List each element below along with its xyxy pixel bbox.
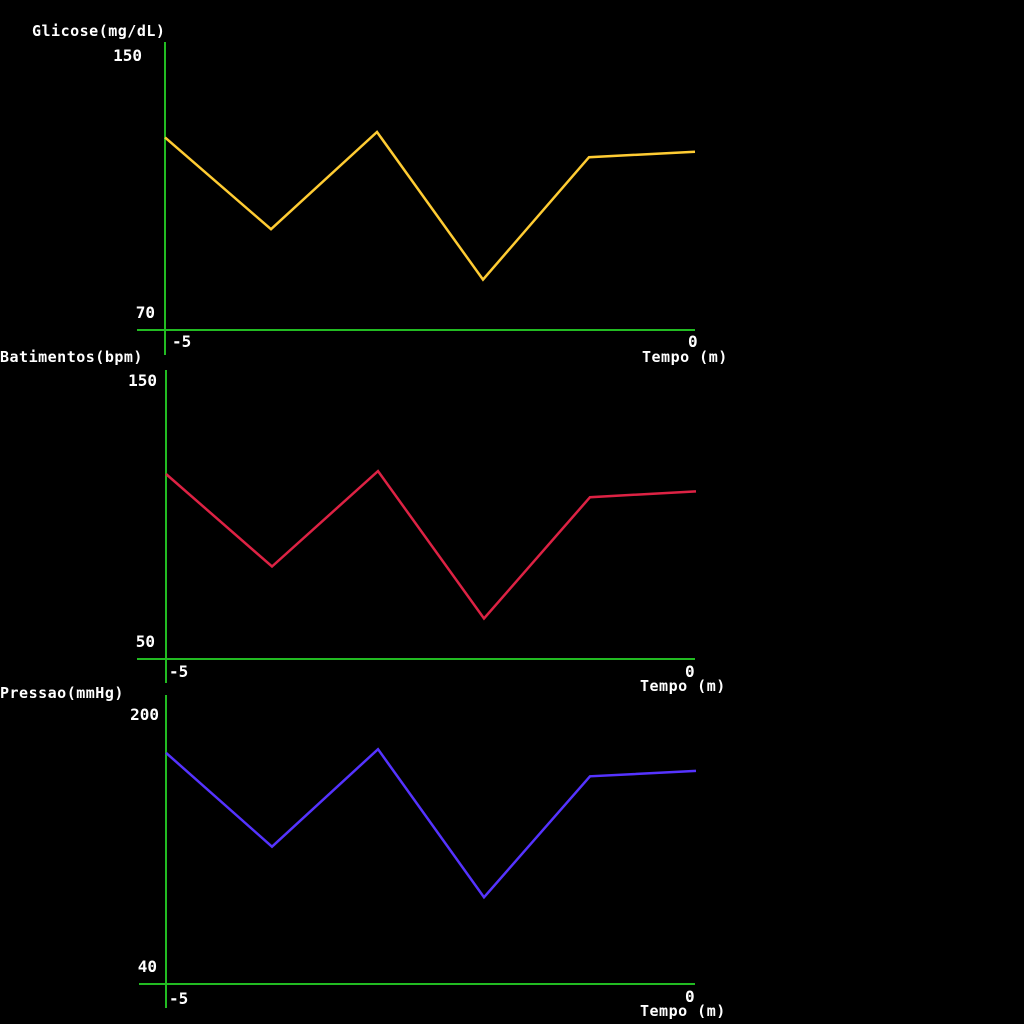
- x-axis-label: Tempo (m): [640, 1002, 726, 1020]
- x-tick-label-end: 0: [685, 662, 695, 681]
- y-tick-label-max: 150: [113, 46, 142, 65]
- x-tick-label-start: -5: [169, 989, 188, 1008]
- y-tick-label-min: 40: [138, 957, 157, 976]
- x-axis-label: Tempo (m): [642, 348, 728, 366]
- series-line-batimentos: [165, 469, 697, 621]
- chart-panel-pressao: Pressao(mmHg) 200 40 -5 0 Tempo (m): [0, 684, 726, 1020]
- y-tick-label-min: 50: [136, 632, 155, 651]
- x-axis-label: Tempo (m): [640, 677, 726, 695]
- y-axis-label: Batimentos(bpm): [0, 348, 143, 366]
- x-tick-label-end: 0: [688, 332, 698, 351]
- series-line-pressao: [165, 747, 697, 900]
- chart-panel-batimentos: Batimentos(bpm) 150 50 -5 0 Tempo (m): [0, 348, 726, 695]
- y-axis-label: Pressao(mmHg): [0, 684, 124, 702]
- x-tick-label-end: 0: [685, 987, 695, 1006]
- y-tick-label-max: 150: [128, 371, 157, 390]
- chart-panel-glicose: Glicose(mg/dL) 150 70 -5 0 Tempo (m): [32, 22, 728, 366]
- series-line-glicose: [164, 130, 696, 282]
- y-tick-label-max: 200: [130, 705, 159, 724]
- y-tick-label-min: 70: [136, 303, 155, 322]
- x-tick-label-start: -5: [169, 662, 188, 681]
- y-axis-label: Glicose(mg/dL): [32, 22, 165, 40]
- x-tick-label-start: -5: [172, 332, 191, 351]
